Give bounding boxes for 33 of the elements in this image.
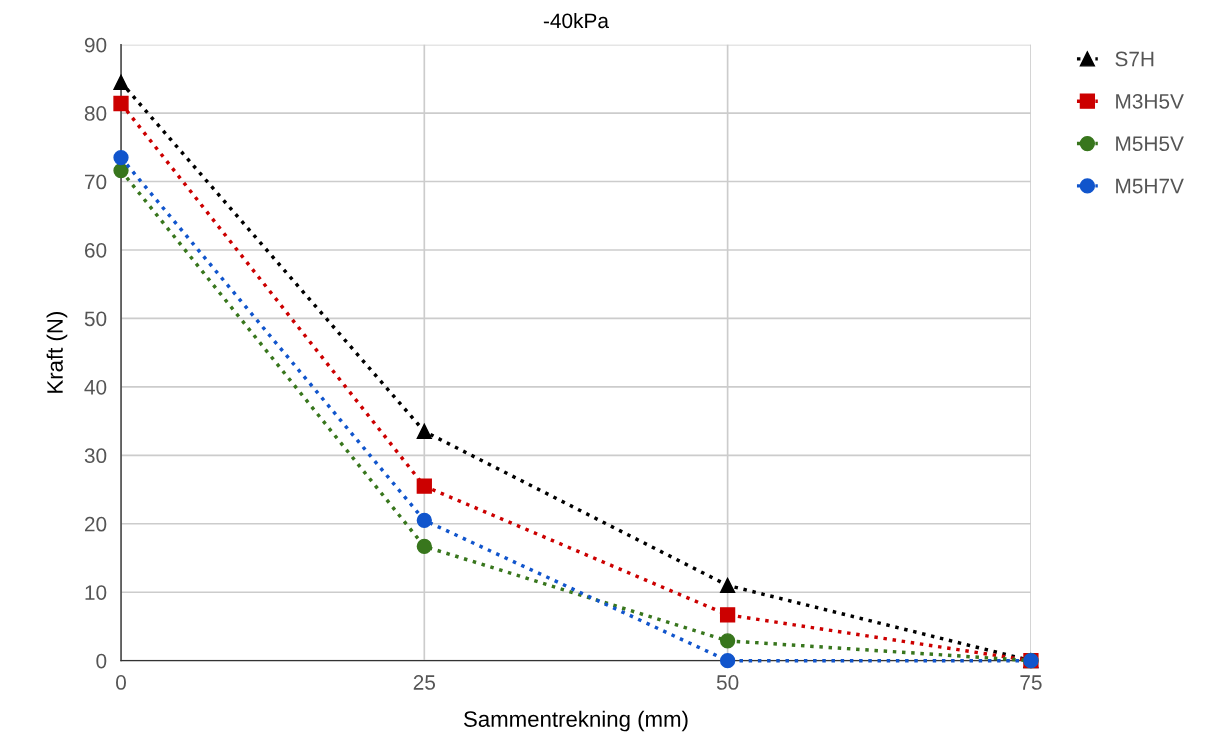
y-tick-label: 30 [84,448,107,464]
legend-label: M3H5V [1116,93,1184,109]
y-tick-label: 10 [85,585,107,600]
point [113,162,129,179]
point [113,95,129,112]
x-axis-title: Sammentrekning (mm) [463,710,688,732]
y-tick-label: 70 [85,174,107,190]
point [416,478,432,494]
y-tick-label: 0 [96,653,107,669]
y-tick-label: 20 [84,516,107,532]
point [113,74,129,90]
legend-label: M5H7V [1116,178,1184,194]
point [416,538,432,555]
legend-label: S7H [1115,51,1154,67]
y-tick-label: 40 [84,379,107,395]
point [719,653,736,669]
point [719,607,736,623]
point [416,512,432,528]
chart-title: -40kPa [543,12,609,29]
y-tick-label: 50 [84,311,107,327]
y-tick-label: 60 [85,242,107,258]
y-tick-label: 90 [84,37,107,53]
point [113,149,129,166]
x-tick-label: 75 [1020,675,1042,690]
x-tick-label: 50 [716,675,739,690]
x-tick-label: 0 [116,675,126,690]
legend-label: M5H5V [1116,136,1184,152]
point [719,633,736,649]
y-axis-title: Kraft (N) [46,312,68,393]
point [719,577,736,594]
point [416,423,432,440]
x-tick-label: 25 [413,675,436,690]
y-tick-label: 80 [84,106,107,121]
